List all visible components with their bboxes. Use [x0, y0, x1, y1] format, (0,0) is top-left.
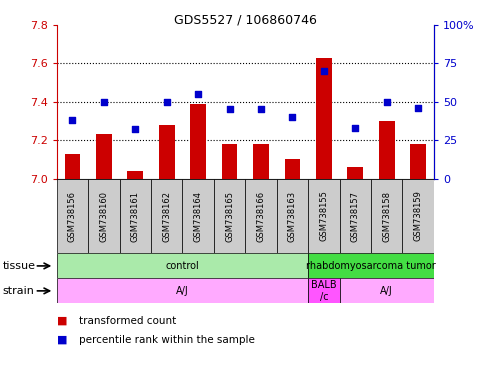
Text: BALB
/c: BALB /c [311, 280, 337, 302]
Point [320, 68, 328, 74]
Bar [127, 171, 143, 179]
Point [288, 114, 296, 120]
Bar [371, 179, 402, 253]
Bar [151, 179, 182, 253]
Text: GSM738157: GSM738157 [351, 190, 360, 242]
Text: ■: ■ [57, 316, 67, 326]
Text: control: control [166, 261, 199, 271]
Point [226, 106, 234, 113]
Text: GSM738162: GSM738162 [162, 190, 171, 242]
Text: GSM738163: GSM738163 [288, 190, 297, 242]
Bar [222, 144, 238, 179]
Text: A/J: A/J [380, 286, 393, 296]
Text: GSM738155: GSM738155 [319, 190, 328, 242]
Text: GSM738165: GSM738165 [225, 190, 234, 242]
Text: GDS5527 / 106860746: GDS5527 / 106860746 [174, 13, 317, 26]
Point [383, 99, 390, 105]
Text: GSM738164: GSM738164 [194, 190, 203, 242]
Point [257, 106, 265, 113]
Bar [308, 253, 434, 278]
Point [194, 91, 202, 97]
Point [163, 99, 171, 105]
Text: GSM738160: GSM738160 [99, 190, 108, 242]
Bar [284, 159, 300, 179]
Bar [159, 125, 175, 179]
Bar [277, 179, 308, 253]
Bar [379, 121, 394, 179]
Text: GSM738159: GSM738159 [414, 190, 423, 242]
Text: rhabdomyosarcoma tumor: rhabdomyosarcoma tumor [306, 261, 436, 271]
Bar [57, 253, 308, 278]
Bar [253, 144, 269, 179]
Bar [88, 179, 119, 253]
Bar [214, 179, 246, 253]
Bar [190, 104, 206, 179]
Bar [65, 154, 80, 179]
Point [352, 125, 359, 131]
Text: strain: strain [2, 286, 35, 296]
Bar [348, 167, 363, 179]
Bar [308, 179, 340, 253]
Bar [410, 144, 426, 179]
Text: A/J: A/J [176, 286, 189, 296]
Point [100, 99, 108, 105]
Bar [57, 278, 308, 303]
Bar [96, 134, 112, 179]
Text: GSM738158: GSM738158 [382, 190, 391, 242]
Text: tissue: tissue [2, 261, 35, 271]
Bar [245, 179, 277, 253]
Text: transformed count: transformed count [79, 316, 176, 326]
Bar [340, 278, 434, 303]
Point [131, 126, 139, 132]
Bar [119, 179, 151, 253]
Bar [316, 58, 332, 179]
Text: GSM738161: GSM738161 [131, 190, 140, 242]
Bar [57, 179, 88, 253]
Point [69, 117, 76, 123]
Text: percentile rank within the sample: percentile rank within the sample [79, 335, 255, 345]
Text: ■: ■ [57, 335, 67, 345]
Bar [182, 179, 214, 253]
Bar [402, 179, 434, 253]
Bar [340, 179, 371, 253]
Point [414, 105, 422, 111]
Text: GSM738166: GSM738166 [256, 190, 266, 242]
Bar [308, 278, 340, 303]
Text: GSM738156: GSM738156 [68, 190, 77, 242]
